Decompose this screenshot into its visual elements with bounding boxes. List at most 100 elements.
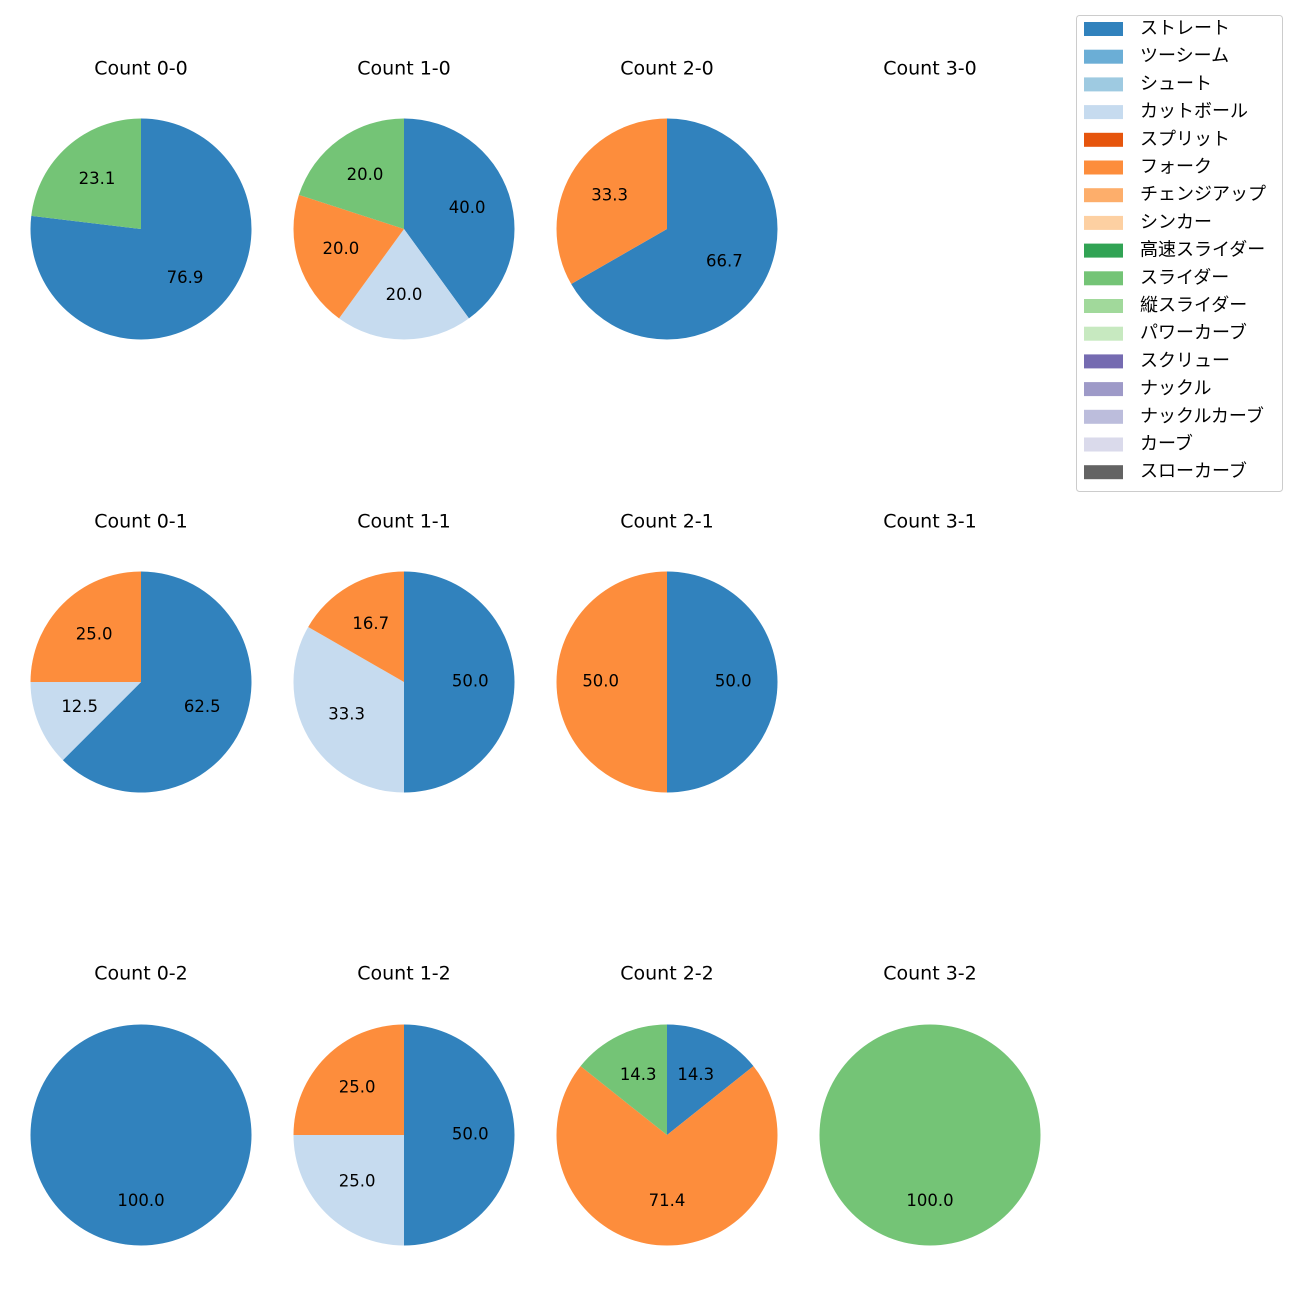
pie-title: Count 0-0 xyxy=(94,58,188,80)
legend-label: スクリュー xyxy=(1140,350,1230,371)
legend-item: ナックル xyxy=(1084,378,1211,399)
pie-slice xyxy=(404,118,515,319)
legend-item: 高速スライダー xyxy=(1084,240,1265,261)
pie-slice xyxy=(556,118,667,285)
legend-item: シュート xyxy=(1084,73,1212,94)
pie-count-2-2: Count 2-2 14.3 71.4 14.3 xyxy=(556,963,778,1246)
pie-slice-label: 12.5 xyxy=(61,697,98,716)
pie-slice-label: 23.1 xyxy=(79,169,116,188)
legend-swatch xyxy=(1084,465,1123,480)
legend-item: チェンジアップ xyxy=(1084,184,1266,205)
legend-label: カットボール xyxy=(1140,101,1248,122)
pie-slice-label: 50.0 xyxy=(582,672,619,691)
legend-swatch xyxy=(1084,299,1123,313)
legend-swatch xyxy=(1084,409,1123,424)
pie-slice xyxy=(62,571,252,793)
pie-slice xyxy=(293,1135,404,1246)
pie-slice-label: 50.0 xyxy=(452,1125,489,1144)
legend-label: カーブ xyxy=(1140,433,1193,455)
pie-count-0-2: Count 0-2 100.0 xyxy=(30,963,252,1246)
pie-title: Count 1-2 xyxy=(357,963,451,985)
pie-title: Count 3-1 xyxy=(883,511,977,533)
legend-label: ツーシーム xyxy=(1140,46,1229,67)
pie-count-0-0: Count 0-0 76.9 23.1 xyxy=(30,58,252,340)
legend: ストレートツーシームシュートカットボールスプリットフォークチェンジアップシンカー… xyxy=(1076,15,1283,492)
legend-label: ストレート xyxy=(1140,18,1230,39)
legend-label: スプリット xyxy=(1140,129,1230,150)
legend-label: スローカーブ xyxy=(1140,460,1247,482)
pie-slice-label: 16.7 xyxy=(352,614,389,633)
legend-swatch xyxy=(1084,326,1123,341)
legend-item: カットボール xyxy=(1084,101,1248,122)
pie-title: Count 3-0 xyxy=(883,58,977,80)
pie-slice-label: 25.0 xyxy=(76,625,113,644)
legend-label: シンカー xyxy=(1140,212,1212,233)
legend-label: シュート xyxy=(1140,73,1212,94)
pie-slice-label: 33.3 xyxy=(328,705,365,724)
legend-item: カーブ xyxy=(1084,433,1193,455)
legend-item: シンカー xyxy=(1084,212,1212,233)
legend-frame xyxy=(1076,15,1283,492)
pie-slice xyxy=(571,118,778,340)
pie-slice xyxy=(556,571,667,793)
legend-swatch xyxy=(1084,382,1123,397)
legend-swatch xyxy=(1084,132,1123,147)
pie-slice-label: 66.7 xyxy=(706,252,743,271)
legend-item: ナックルカーブ xyxy=(1084,405,1264,427)
legend-item: スローカーブ xyxy=(1084,460,1247,482)
legend-swatch xyxy=(1084,160,1123,175)
legend-item: スクリュー xyxy=(1084,350,1230,371)
legend-item: ストレート xyxy=(1084,18,1230,39)
legend-label: パワーカーブ xyxy=(1140,322,1247,344)
pie-slice xyxy=(30,571,141,682)
pie-count-0-1: Count 0-1 62.5 12.5 25.0 xyxy=(30,511,252,793)
legend-item: スライダー xyxy=(1084,267,1229,288)
pie-count-2-1: Count 2-1 50.0 50.0 xyxy=(556,511,778,793)
pie-title: Count 2-2 xyxy=(620,963,714,985)
pie-title: Count 3-2 xyxy=(883,963,977,985)
pie-slice xyxy=(819,1024,1041,1246)
pie-slice-label: 100.0 xyxy=(117,1191,164,1210)
legend-swatch xyxy=(1084,243,1123,258)
pie-title: Count 2-0 xyxy=(620,58,714,80)
pie-slice-label: 20.0 xyxy=(386,285,423,304)
legend-label: スライダー xyxy=(1140,267,1229,288)
pie-slice-label: 14.3 xyxy=(620,1065,657,1084)
legend-label: 縦スライダー xyxy=(1140,295,1247,316)
pie-slice xyxy=(556,1066,778,1246)
legend-swatch xyxy=(1084,271,1123,286)
legend-swatch xyxy=(1084,49,1123,64)
pie-title: Count 2-1 xyxy=(620,511,714,533)
pie-count-1-2: Count 1-2 50.0 25.0 25.0 xyxy=(293,963,515,1246)
legend-item: スプリット xyxy=(1084,129,1230,150)
pie-slice-label: 100.0 xyxy=(906,1191,953,1210)
pie-slice-label: 71.4 xyxy=(649,1191,686,1210)
pie-count-2-0: Count 2-0 66.7 33.3 xyxy=(556,58,778,340)
pie-slice-label: 62.5 xyxy=(184,697,221,716)
legend-label: 高速スライダー xyxy=(1140,240,1265,261)
pie-title: Count 1-0 xyxy=(357,58,451,80)
pie-slice xyxy=(293,1024,404,1135)
pie-count-3-0: Count 3-0 xyxy=(883,58,977,80)
legend-label: ナックル xyxy=(1140,378,1211,399)
legend-label: チェンジアップ xyxy=(1140,184,1266,205)
pie-slice xyxy=(667,571,778,793)
pie-title: Count 1-1 xyxy=(357,511,451,533)
pie-slice-label: 20.0 xyxy=(347,165,384,184)
pie-slice-label: 50.0 xyxy=(452,672,489,691)
pie-title: Count 0-1 xyxy=(94,511,188,533)
pie-slice xyxy=(30,682,141,761)
pie-slice xyxy=(298,118,404,229)
pie-slice xyxy=(580,1024,667,1135)
pie-count-1-1: Count 1-1 50.0 33.3 16.7 xyxy=(293,511,515,793)
legend-item: ツーシーム xyxy=(1084,46,1229,67)
legend-swatch xyxy=(1084,105,1123,120)
pie-slice-label: 25.0 xyxy=(339,1078,376,1097)
pie-slice-label: 76.9 xyxy=(167,268,204,287)
legend-item: 縦スライダー xyxy=(1084,295,1247,316)
legend-label: ナックルカーブ xyxy=(1140,405,1264,427)
legend-swatch xyxy=(1084,77,1123,92)
pie-slice xyxy=(339,229,469,340)
legend-swatch xyxy=(1084,354,1123,369)
pie-slice xyxy=(404,571,515,793)
